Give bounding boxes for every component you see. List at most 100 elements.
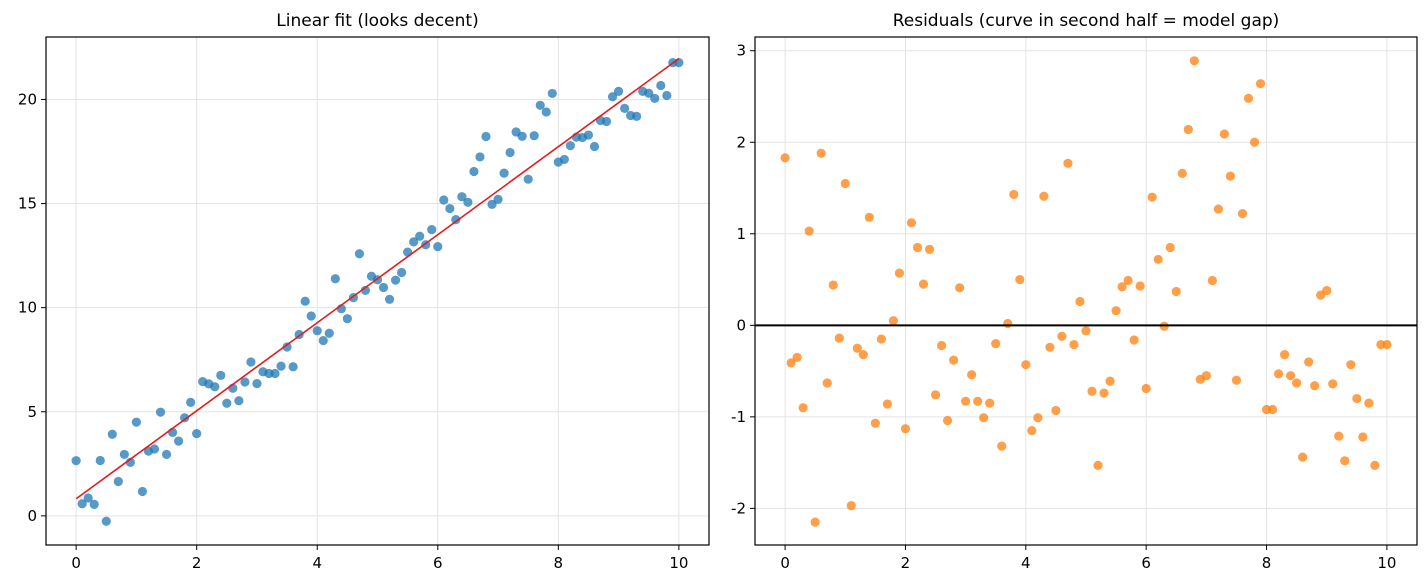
data-point xyxy=(493,194,503,204)
residual-point xyxy=(1099,388,1109,398)
residual-point xyxy=(1105,376,1115,386)
data-point xyxy=(330,274,340,284)
plot-frame xyxy=(45,36,710,546)
data-point xyxy=(180,413,190,423)
residual-point xyxy=(1370,460,1380,470)
residuals-panel: 0 2 4 6 8 10 -2 -1 0 1 2 3 Residuals (curve in secon… xyxy=(731,11,1418,572)
residual-point xyxy=(816,148,826,158)
data-point xyxy=(131,417,142,427)
data-point xyxy=(632,111,642,121)
data-point xyxy=(318,335,328,346)
data-point xyxy=(583,130,594,140)
linear-fit-panel: 0 2 4 6 8 10 0 5 10 15 20 Linear fit (looks decent) xyxy=(18,11,710,572)
data-point xyxy=(607,92,618,102)
data-point xyxy=(457,192,467,202)
residual-point xyxy=(822,378,832,388)
residual-point xyxy=(1358,432,1368,442)
residual-point xyxy=(894,268,905,278)
residual-point xyxy=(876,334,886,344)
data-point xyxy=(77,499,87,509)
data-point xyxy=(137,486,148,497)
data-point xyxy=(240,377,250,387)
residual-point xyxy=(1147,192,1157,202)
residual-point xyxy=(1141,383,1151,394)
residual-point xyxy=(1280,350,1290,360)
residual-point xyxy=(1081,326,1091,336)
chart-title: Residuals (curve in second half = model … xyxy=(893,11,1280,31)
data-point xyxy=(397,267,407,278)
y-tick-label: -2 xyxy=(731,499,746,517)
data-point xyxy=(427,224,437,235)
residual-point xyxy=(1201,371,1211,381)
chart-title: Linear fit (looks decent) xyxy=(276,11,478,31)
data-point xyxy=(613,86,624,96)
data-point xyxy=(288,362,298,372)
residual-point xyxy=(1286,371,1296,381)
y-tick-label: -1 xyxy=(731,408,746,426)
x-tick-label: 8 xyxy=(554,554,564,572)
data-point xyxy=(324,328,334,338)
residual-point xyxy=(1292,378,1302,388)
data-point xyxy=(192,429,202,439)
residual-point xyxy=(1111,306,1121,316)
data-point xyxy=(83,493,93,503)
data-point xyxy=(234,396,244,406)
residual-point xyxy=(906,218,917,228)
residual-point xyxy=(1027,425,1037,436)
data-point xyxy=(505,147,515,158)
data-point xyxy=(354,249,365,259)
data-point xyxy=(89,499,99,510)
data-point xyxy=(252,379,262,389)
residual-point xyxy=(1219,129,1230,139)
data-point xyxy=(312,326,322,336)
data-point xyxy=(589,141,600,152)
x-tick-label: 0 xyxy=(780,554,790,572)
data-point xyxy=(451,214,461,225)
residual-point xyxy=(1165,242,1175,253)
y-tick-label: 20 xyxy=(18,90,37,108)
residual-point xyxy=(1069,339,1079,350)
residual-point xyxy=(852,343,862,353)
y-tick-label: 5 xyxy=(27,403,37,421)
residual-point xyxy=(1117,282,1127,292)
residual-point xyxy=(828,280,838,290)
residual-point xyxy=(1340,456,1350,466)
residual-point xyxy=(1255,79,1266,89)
residual-point xyxy=(1207,275,1217,286)
data-point xyxy=(71,456,81,466)
residual-point xyxy=(1129,335,1139,345)
residual-point xyxy=(1039,191,1049,201)
data-point xyxy=(662,90,672,101)
residual-point xyxy=(997,441,1007,451)
data-point xyxy=(378,282,389,293)
residual-point xyxy=(961,396,971,406)
residual-point xyxy=(1015,274,1025,285)
residual-point xyxy=(942,415,953,426)
y-tick-label: 1 xyxy=(736,225,746,243)
residual-point xyxy=(973,396,983,406)
y-tick-label: 0 xyxy=(27,507,37,525)
residual-point xyxy=(786,358,796,368)
x-tick-label: 6 xyxy=(433,554,443,572)
residual-point xyxy=(1171,286,1181,297)
data-point xyxy=(433,242,443,252)
data-point xyxy=(656,80,666,91)
y-tick-label: 10 xyxy=(18,299,37,317)
data-point xyxy=(523,174,533,184)
data-point xyxy=(547,88,557,99)
residual-point xyxy=(1213,204,1223,214)
data-point xyxy=(620,103,630,114)
y-tick-label: 15 xyxy=(18,195,37,213)
residual-point xyxy=(1334,431,1344,441)
residual-point xyxy=(1249,137,1260,147)
residual-point xyxy=(1135,281,1145,291)
data-point xyxy=(216,370,226,380)
data-point xyxy=(463,197,473,207)
data-point xyxy=(650,93,660,104)
x-tick-label: 4 xyxy=(312,554,322,572)
data-point xyxy=(445,203,455,214)
data-point xyxy=(186,397,196,407)
data-point xyxy=(409,237,419,247)
x-tick-label: 6 xyxy=(1141,554,1151,572)
